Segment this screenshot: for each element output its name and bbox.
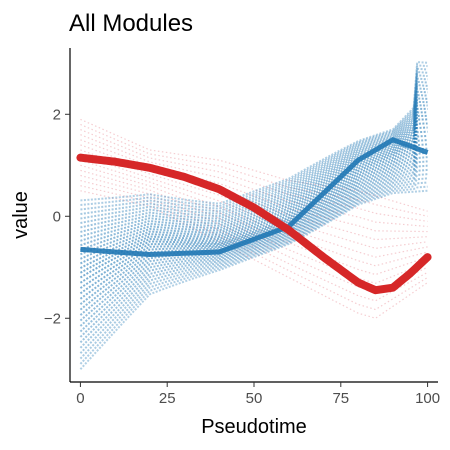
- y-tick-label: 2: [53, 106, 61, 123]
- x-axis-title: Pseudotime: [201, 416, 307, 438]
- pink-band-line: [80, 154, 428, 258]
- blue-band-line: [79, 156, 428, 327]
- blue-band-line: [79, 147, 428, 316]
- blue-band-line: [80, 87, 428, 238]
- blue-band-line: [79, 160, 428, 333]
- blue-core-line: [80, 137, 429, 258]
- x-tick-label: 25: [159, 390, 176, 407]
- x-tick-label: 75: [332, 390, 349, 407]
- blue-band-line: [79, 173, 428, 349]
- blue-band-line: [79, 107, 428, 265]
- blue-band-line: [80, 64, 428, 208]
- chart-title: All Modules: [69, 10, 193, 37]
- y-tick-label: −2: [44, 310, 61, 327]
- blue-band-line: [80, 90, 428, 242]
- pink-band-line: [80, 149, 428, 249]
- band-layer: [79, 60, 429, 370]
- pink-band-line: [80, 123, 428, 217]
- blue-band-line: [79, 185, 428, 365]
- blue-band-line: [79, 177, 428, 354]
- y-axis-title: value: [10, 191, 32, 239]
- x-tick-label: 0: [76, 390, 84, 407]
- blue-band-line: [79, 114, 428, 274]
- x-tick-label: 100: [415, 390, 440, 407]
- pink-band-line: [80, 118, 428, 212]
- axis-ticks: 0 25 50 75 100 −2 0 2: [44, 106, 440, 407]
- blue-band-line: [79, 151, 428, 322]
- blue-band-line: [80, 84, 428, 233]
- pink-band-line: [80, 159, 428, 267]
- blue-band-line: [79, 111, 428, 269]
- blue-band-line: [80, 60, 428, 205]
- pink-band-line: [80, 144, 428, 241]
- pink-band-line: [80, 190, 428, 319]
- blue-band-line: [79, 122, 428, 284]
- blue-band-line: [80, 67, 428, 211]
- blue-band-line: [79, 164, 428, 338]
- blue-band-line: [79, 189, 428, 370]
- blue-band-line: [80, 80, 428, 229]
- y-tick-label: 0: [53, 208, 61, 225]
- data-marks: [76, 153, 432, 295]
- blue-band-line: [79, 168, 428, 344]
- x-tick-label: 50: [246, 390, 263, 407]
